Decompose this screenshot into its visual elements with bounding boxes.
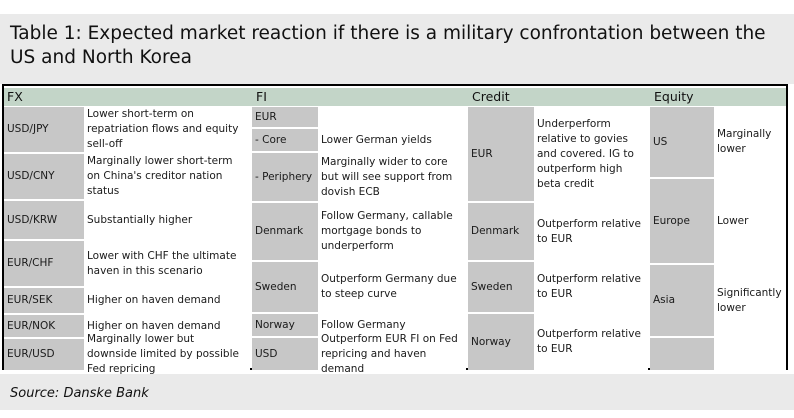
fi-text-cell: Lower German yields	[318, 129, 466, 151]
fx-text-cell: Marginally lower short-term on China's c…	[84, 154, 250, 199]
credit-text-cell: Outperform relative to EUR	[534, 262, 648, 312]
equity-label-cell: Asia	[650, 265, 714, 336]
credit-text-cell: Outperform relative to EUR	[534, 314, 648, 370]
fi-label-cell: - Core	[252, 129, 318, 151]
credit-label-cell: Sweden	[468, 262, 534, 312]
fx-label-cell: EUR/CHF	[4, 241, 84, 286]
fi-text-cell: Outperform EUR FI on Fed repricing and h…	[318, 333, 466, 375]
fi-label-cell: EUR	[252, 107, 318, 127]
header-fx: FX	[7, 89, 23, 104]
fi-text-cell: Marginally wider to core but will see su…	[318, 153, 466, 201]
equity-text-cell: Significantly lower	[714, 265, 786, 336]
fi-text-cell: Follow Germany, callable mortgage bonds …	[318, 203, 466, 260]
equity-text-cell: Marginally lower	[714, 107, 786, 177]
source-panel	[0, 374, 794, 410]
fi-label-cell: Denmark	[252, 203, 318, 260]
table-title: Table 1: Expected market reaction if the…	[10, 23, 766, 68]
fx-text-cell: Higher on haven demand	[84, 315, 250, 337]
credit-text-cell: Outperform relative to EUR	[534, 203, 648, 260]
fx-label-cell: EUR/SEK	[4, 288, 84, 313]
equity-label-cell: US	[650, 107, 714, 177]
equity-text-cell: Lower	[714, 179, 786, 263]
credit-label-cell: EUR	[468, 107, 534, 201]
fi-label-cell: USD	[252, 338, 318, 370]
header-credit: Credit	[472, 89, 510, 104]
fx-label-cell: USD/CNY	[4, 154, 84, 199]
fi-text-cell	[318, 107, 466, 127]
fi-text-cell: Outperform Germany due to steep curve	[318, 262, 466, 312]
fx-text-cell: Lower short-term on repatriation flows a…	[84, 107, 250, 152]
header-fi: FI	[256, 89, 267, 104]
equity-empty-cell	[714, 338, 786, 370]
credit-label-cell: Norway	[468, 314, 534, 370]
equity-empty-cell	[650, 338, 714, 370]
equity-label-cell: Europe	[650, 179, 714, 263]
fx-label-cell: USD/KRW	[4, 201, 84, 239]
fx-label-cell: EUR/USD	[4, 339, 84, 370]
fx-text-cell: Substantially higher	[84, 201, 250, 239]
fi-text-cell: Follow Germany	[318, 314, 466, 336]
fx-label-cell: USD/JPY	[4, 107, 84, 152]
fx-label-cell: EUR/NOK	[4, 315, 84, 337]
header-equity: Equity	[654, 89, 694, 104]
table-header-row: FX FI Credit Equity	[4, 88, 786, 106]
fx-text-cell: Higher on haven demand	[84, 288, 250, 313]
source-note: Source: Danske Bank	[10, 386, 149, 401]
fx-text-cell: Lower with CHF the ultimate haven in thi…	[84, 241, 250, 286]
title-panel	[0, 14, 794, 84]
credit-text-cell: Underperform relative to govies and cove…	[534, 107, 648, 201]
fi-label-cell: Sweden	[252, 262, 318, 312]
credit-label-cell: Denmark	[468, 203, 534, 260]
fi-label-cell: - Periphery	[252, 153, 318, 201]
fi-label-cell: Norway	[252, 314, 318, 336]
fx-text-cell: Marginally lower but downside limited by…	[84, 333, 250, 375]
